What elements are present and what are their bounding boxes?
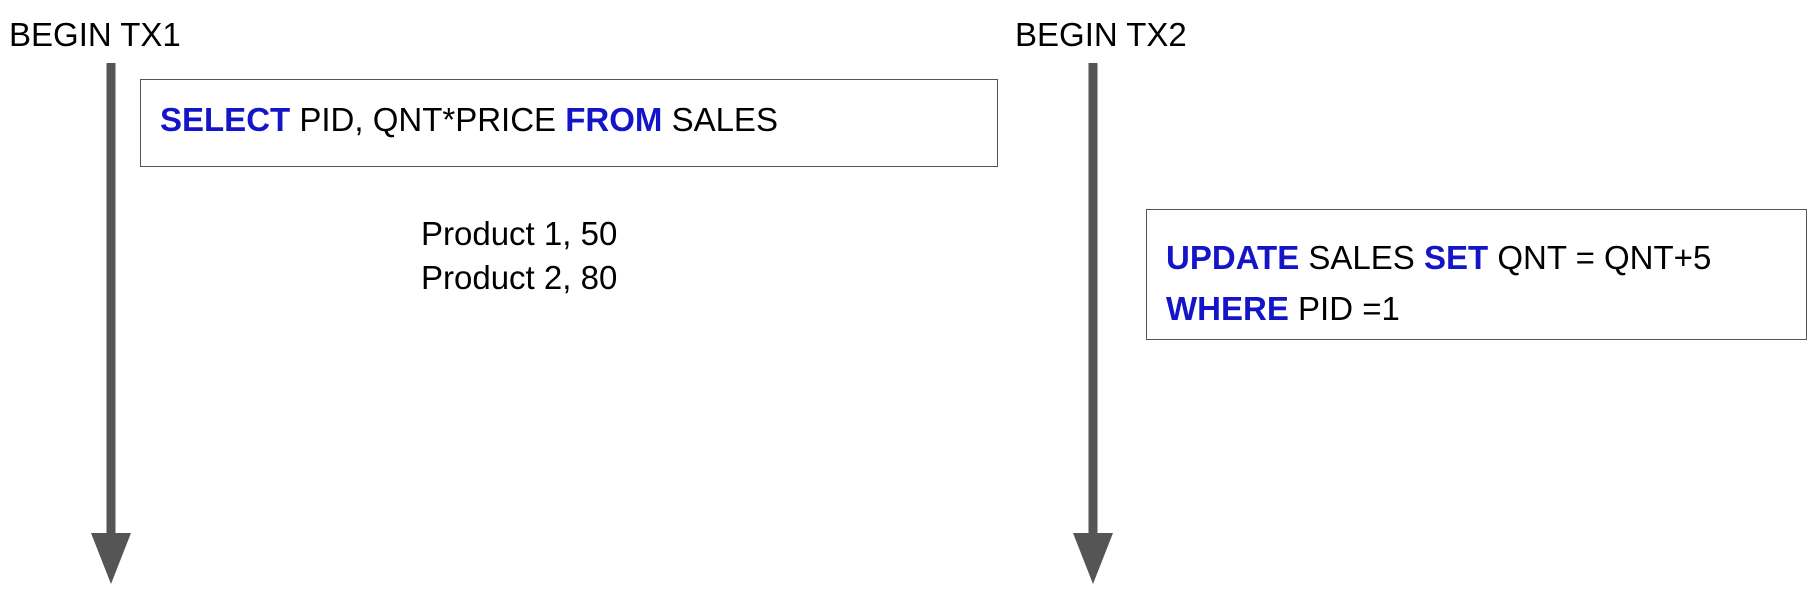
select-columns: PID, QNT*PRICE [299,101,557,138]
tx1-timeline-arrowhead [91,533,131,584]
select-keyword: SELECT [160,101,291,138]
update-assignment: QNT = QNT+5 [1497,239,1712,276]
result-row-2: Product 2, 80 [421,259,618,296]
select-statement-line: SELECT PID, QNT*PRICE FROM SALES [160,101,997,139]
tx2-begin-label: BEGIN TX2 [1015,16,1187,53]
update-keyword: UPDATE [1166,239,1300,276]
select-statement-box: SELECT PID, QNT*PRICE FROM SALES [140,79,998,167]
set-keyword: SET [1423,239,1489,276]
result-row-1: Product 1, 50 [421,215,618,252]
update-table: SALES [1308,239,1415,276]
update-condition: PID =1 [1298,290,1400,327]
select-result: Product 1, 50 Product 2, 80 [421,212,617,300]
update-statement-line-2: WHERE PID =1 [1166,283,1806,334]
tx2-timeline-arrowhead [1073,533,1113,584]
where-keyword: WHERE [1166,290,1289,327]
update-statement-line-1: UPDATE SALES SET QNT = QNT+5 [1166,232,1806,283]
update-statement-box: UPDATE SALES SET QNT = QNT+5 WHERE PID =… [1146,209,1807,340]
from-keyword: FROM [565,101,663,138]
select-table: SALES [671,101,778,138]
tx1-begin-label: BEGIN TX1 [9,16,181,53]
